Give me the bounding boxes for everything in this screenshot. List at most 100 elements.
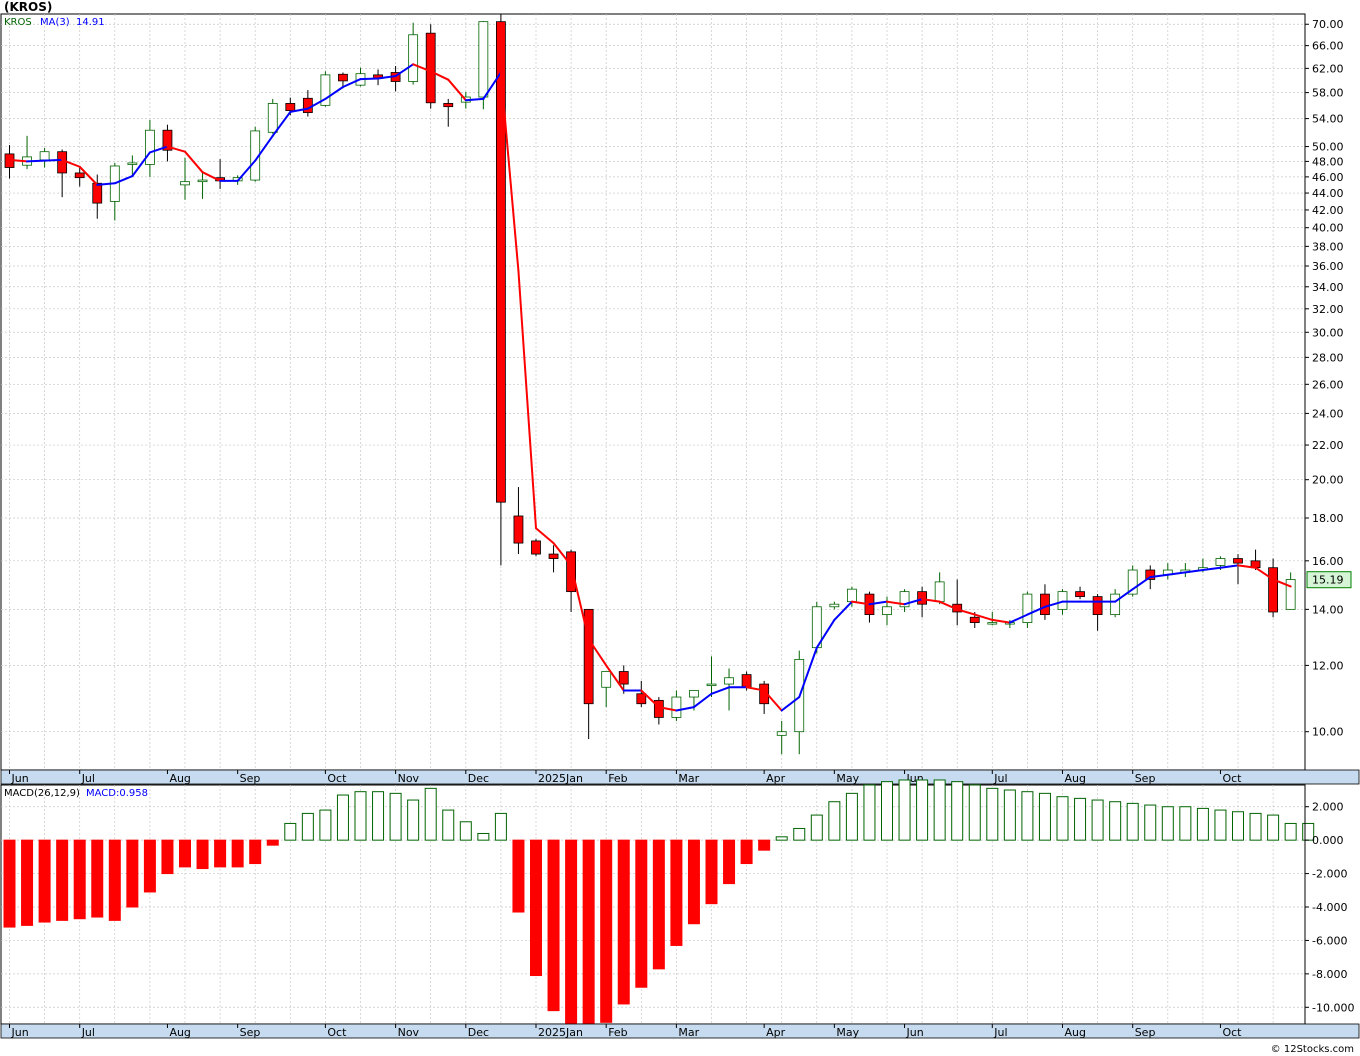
candle-body bbox=[636, 693, 647, 705]
candle bbox=[811, 601, 822, 654]
macd-bar bbox=[161, 839, 174, 875]
macd-bar bbox=[249, 839, 262, 865]
candle-body bbox=[531, 540, 541, 555]
candle bbox=[1285, 572, 1296, 610]
candle-body bbox=[443, 103, 454, 108]
candle-body bbox=[162, 129, 173, 151]
ma-segment bbox=[8, 158, 29, 163]
candle bbox=[706, 656, 717, 698]
candle-body bbox=[197, 179, 208, 183]
price-month-label: Jul bbox=[993, 772, 1007, 785]
ma-segment bbox=[61, 158, 81, 168]
price-tick-label: 62.00 bbox=[1312, 62, 1344, 75]
macd-bar bbox=[372, 791, 385, 841]
candle-body bbox=[917, 591, 927, 605]
macd-month-label: Jul bbox=[993, 1026, 1007, 1039]
candle bbox=[601, 671, 612, 708]
price-tick-label: 24.00 bbox=[1312, 407, 1344, 420]
candle-body bbox=[144, 129, 155, 165]
macd-tick-label: 2.000 bbox=[1312, 801, 1344, 814]
candle-body bbox=[57, 151, 68, 174]
price-month-label: Aug bbox=[169, 772, 190, 785]
ma-segment bbox=[552, 542, 573, 567]
ma-segment bbox=[1254, 566, 1275, 581]
price-tick-label: 14.00 bbox=[1312, 603, 1344, 616]
candle-body bbox=[1040, 593, 1050, 615]
macd-bar bbox=[1109, 801, 1122, 841]
ma-segment bbox=[447, 78, 467, 102]
last-price-box bbox=[1306, 571, 1352, 589]
candle bbox=[671, 690, 682, 721]
legend-ticker: KROS bbox=[4, 17, 32, 28]
legend-macd-value: MACD:0.958 bbox=[86, 788, 148, 799]
candle-body bbox=[39, 151, 50, 161]
macd-month-label: Feb bbox=[608, 1026, 627, 1039]
ma-segment bbox=[429, 70, 450, 81]
macd-bar bbox=[898, 779, 911, 841]
macd-bar bbox=[1161, 806, 1174, 841]
macd-y-axis: 2.000 0.000 -2.000 -4.000 -6.000 -8.000 -10.00… bbox=[1304, 785, 1354, 1024]
candle bbox=[197, 171, 208, 199]
macd-bar bbox=[600, 839, 613, 1023]
macd-bar bbox=[354, 791, 367, 841]
candle-body bbox=[338, 73, 348, 82]
ma-segment bbox=[394, 63, 415, 78]
ma-segment bbox=[324, 86, 344, 100]
candle bbox=[144, 119, 155, 177]
candle-body bbox=[302, 97, 313, 113]
price-month-axis: Jun Jul Aug Sep Oct Nov Dec 2025Jan Feb Mar Apr May… bbox=[0, 769, 1360, 785]
macd-bar bbox=[214, 839, 227, 868]
ma-segment bbox=[535, 527, 555, 545]
price-month-label: Feb bbox=[608, 772, 627, 785]
candle-body bbox=[1233, 558, 1243, 564]
candle-body bbox=[583, 608, 594, 705]
candle-body bbox=[987, 622, 998, 625]
price-tick-label: 50.00 bbox=[1312, 141, 1344, 154]
ma-segment bbox=[903, 598, 924, 606]
price-tick-label: 38.00 bbox=[1312, 240, 1344, 253]
ma-segment bbox=[96, 182, 116, 186]
candle bbox=[566, 549, 576, 612]
price-month-label: May bbox=[836, 772, 859, 785]
ma-segment bbox=[1166, 571, 1187, 576]
price-month-label: 2025Jan bbox=[538, 772, 583, 785]
price-month-label: Mar bbox=[678, 772, 699, 785]
ma-segment bbox=[166, 145, 186, 153]
candle bbox=[127, 155, 138, 176]
macd-bar bbox=[1091, 799, 1104, 841]
macd-bar bbox=[284, 822, 297, 841]
ma-segment bbox=[991, 618, 1011, 624]
candle bbox=[320, 71, 331, 107]
ma-segment bbox=[359, 77, 380, 81]
macd-bar bbox=[1267, 814, 1280, 841]
candle-body bbox=[969, 616, 980, 623]
candle bbox=[583, 608, 594, 740]
ma-segment bbox=[236, 159, 257, 182]
macd-bar bbox=[1144, 804, 1157, 841]
macd-bar bbox=[881, 781, 893, 841]
macd-bar bbox=[1284, 822, 1297, 841]
macd-month-label: Sep bbox=[240, 1026, 261, 1039]
macd-bar bbox=[1249, 812, 1262, 841]
macd-tick-label: -2.000 bbox=[1312, 868, 1347, 881]
macd-bar bbox=[477, 832, 490, 841]
ma-segment bbox=[1114, 588, 1134, 603]
macd-month-label: Apr bbox=[766, 1026, 786, 1039]
legend-macd: MACD(26,12,9) bbox=[4, 788, 80, 799]
macd-bar bbox=[1126, 802, 1139, 841]
price-tick-label: 26.00 bbox=[1312, 378, 1344, 391]
candle-body bbox=[689, 690, 699, 698]
macd-bar bbox=[179, 839, 191, 868]
ma-segment bbox=[798, 646, 818, 699]
candle bbox=[267, 98, 278, 134]
ma-segment bbox=[1219, 564, 1239, 569]
ma-segment bbox=[780, 696, 801, 712]
ma-segment bbox=[587, 638, 608, 667]
price-axis-bg bbox=[0, 769, 1360, 785]
last-price-label: 15.19 bbox=[1312, 574, 1344, 587]
macd-bar bbox=[1003, 789, 1016, 841]
price-tick-label: 46.00 bbox=[1312, 171, 1344, 184]
macd-month-label: Oct bbox=[327, 1026, 347, 1039]
candle bbox=[724, 668, 734, 711]
price-month-label: Dec bbox=[468, 772, 489, 785]
